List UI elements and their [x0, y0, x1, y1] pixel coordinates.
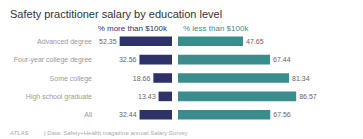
svg-text:47.65: 47.65 — [246, 38, 264, 45]
svg-text:High school graduate: High school graduate — [26, 93, 92, 101]
svg-text:67.56: 67.56 — [273, 111, 291, 118]
svg-text:81.34: 81.34 — [292, 75, 310, 82]
svg-text:52.35: 52.35 — [99, 38, 117, 45]
svg-text:Advanced degree: Advanced degree — [37, 38, 92, 46]
svg-text:Four-year college degree: Four-year college degree — [14, 56, 92, 64]
svg-text:All: All — [84, 111, 92, 118]
svg-text:ATLAS: ATLAS — [9, 130, 29, 136]
svg-text:32.44: 32.44 — [119, 111, 137, 118]
svg-text:Safety practitioner salary by: Safety practitioner salary by education … — [10, 8, 222, 20]
svg-text:32.56: 32.56 — [119, 56, 137, 63]
svg-text:86.57: 86.57 — [299, 93, 317, 100]
svg-text:67.44: 67.44 — [273, 56, 291, 63]
svg-text:| Data: Safety+Health magazine: | Data: Safety+Health magazine annual Sa… — [44, 130, 187, 136]
svg-text:13.43: 13.43 — [138, 93, 156, 100]
svg-text:% more than $100k: % more than $100k — [98, 24, 168, 33]
svg-text:Some college: Some college — [50, 75, 93, 83]
svg-text:18.66: 18.66 — [133, 75, 151, 82]
svg-text:% less than $100k: % less than $100k — [183, 24, 249, 33]
